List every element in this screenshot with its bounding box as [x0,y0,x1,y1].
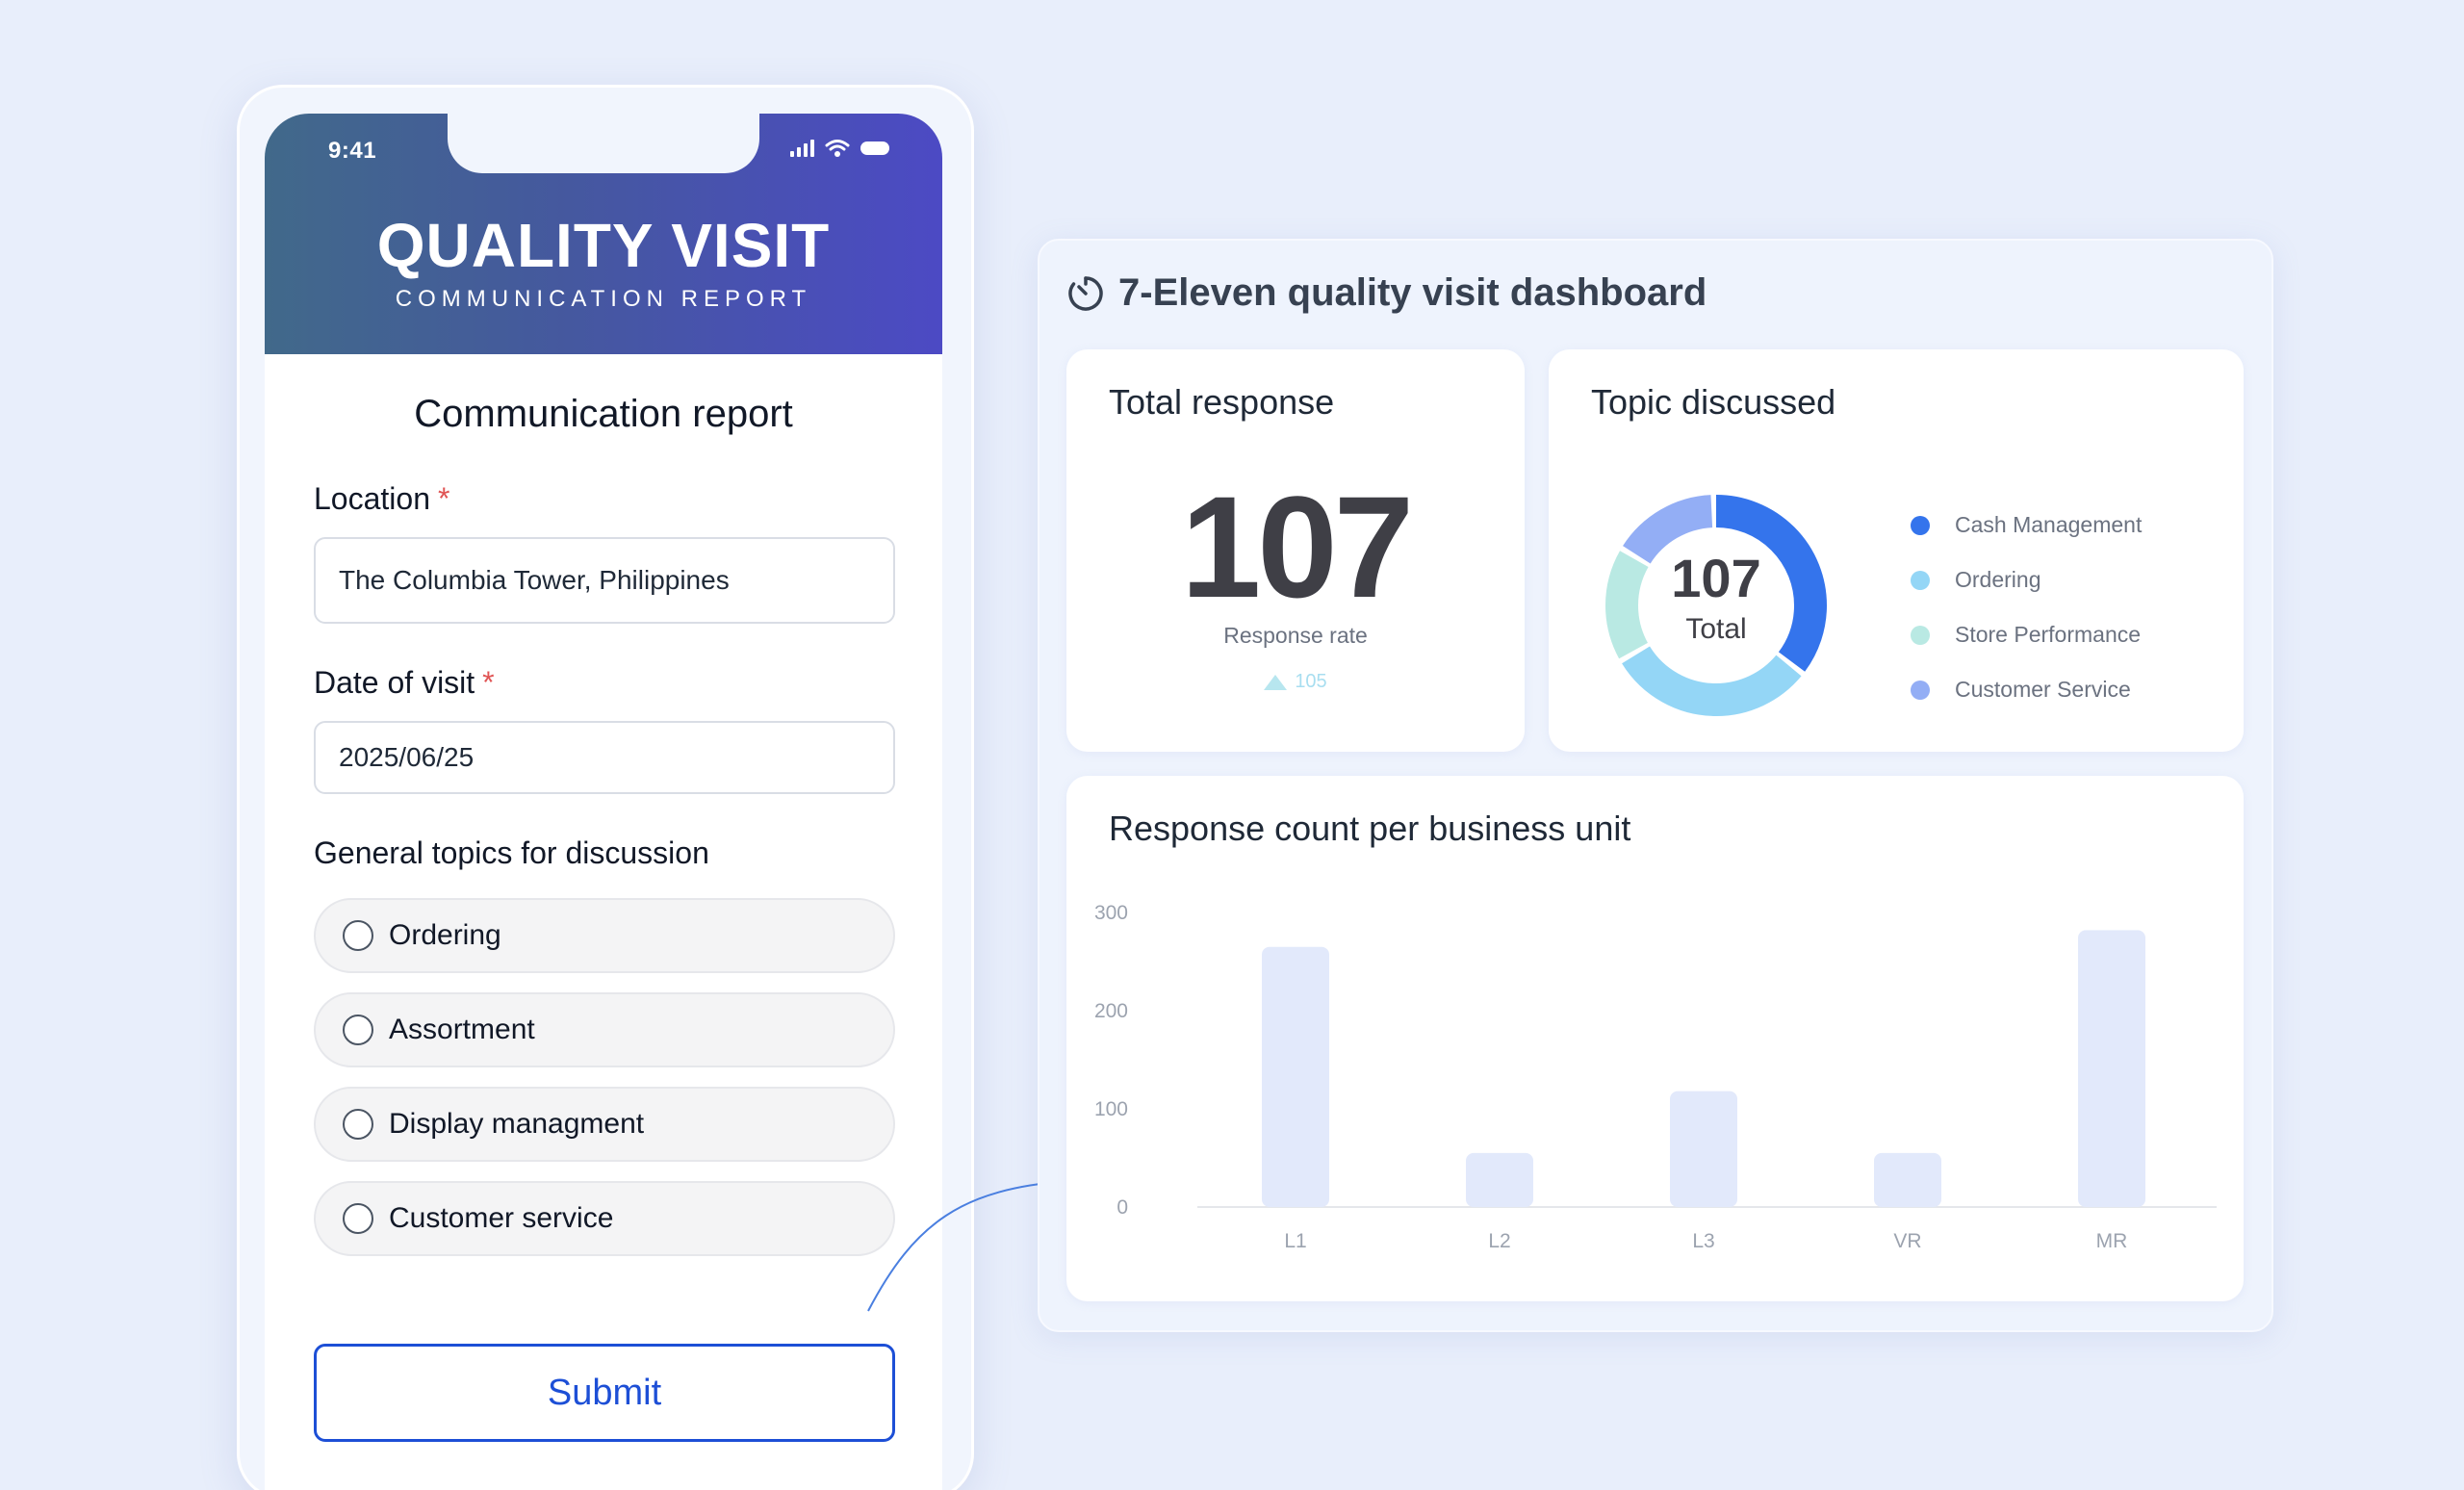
topics-label: General topics for discussion [314,835,709,870]
location-label-text: Location [314,481,430,516]
y-tick-label: 200 [1094,1000,1128,1022]
location-label: Location * [314,481,449,517]
required-mark: * [437,481,450,516]
donut-slice-cash-management [1605,495,1827,716]
y-tick-label: 100 [1094,1098,1128,1120]
bar-chart: 0 100 200 300 L1 L2 L3 VR MR [1094,902,2217,1252]
status-icons [790,139,892,158]
bar-l2 [1466,1152,1533,1207]
phone-notch [448,114,759,173]
y-tick-label: 0 [1116,1196,1128,1219]
radio-button[interactable] [343,920,373,951]
battery-icon [860,141,889,155]
legend-dot [1911,680,1930,700]
topic-option-label: Assortment [389,1014,535,1045]
status-time: 9:41 [328,138,377,164]
topic-discussed-card: Topic discussed 107 Total Cash Managemen… [1549,349,2244,752]
y-tick-label: 300 [1094,902,1128,924]
radio-button[interactable] [343,1203,373,1234]
form-title: Communication report [414,393,793,435]
topic-option-label: Ordering [389,919,501,951]
response-count-card: Response count per business unit 0 100 200… [1066,776,2244,1301]
required-mark: * [482,665,495,700]
x-tick-label: L3 [1692,1230,1714,1252]
donut-center-value: 107 [1671,548,1761,608]
topic-option-display-management[interactable]: Display managment [314,1087,895,1162]
timer-icon [1068,275,1103,311]
bar-l1 [1262,946,1329,1207]
legend-item-cash-management: Cash Management [1911,498,2142,552]
donut-slice-ordering [1605,495,1827,716]
radio-button[interactable] [343,1109,373,1140]
x-tick-label: L1 [1284,1230,1306,1252]
legend-dot [1911,515,1930,535]
topic-option-assortment[interactable]: Assortment [314,992,895,1067]
topic-option-label: Customer service [389,1202,614,1234]
bar-vr [1874,1152,1941,1207]
dashboard-header: 7-Eleven quality visit dashboard [1066,271,1707,315]
x-tick-label: L2 [1488,1230,1510,1252]
trend-value: 105 [1295,671,1327,692]
donut-legend: Cash Management Ordering Store Performan… [1911,498,2142,717]
legend-label: Ordering [1955,567,2041,592]
date-input[interactable] [314,721,895,794]
donut-chart: 107 Total [1601,490,1832,721]
card-title: Total response [1109,382,1335,422]
legend-label: Store Performance [1955,622,2142,647]
topic-option-customer-service[interactable]: Customer service [314,1181,895,1256]
response-rate-label: Response rate [1223,623,1368,648]
app-title: QUALITY VISIT [376,211,831,280]
app-header: 9:41 QUALITY VISIT COMMUNICATION REPORT [265,114,942,354]
total-response-value: 107 [1180,466,1414,628]
legend-dot [1911,570,1930,590]
donut-svg [1605,495,1827,716]
location-input[interactable] [314,537,895,624]
card-title: Response count per business unit [1109,809,1631,848]
wifi-icon [825,140,850,157]
card-title: Topic discussed [1591,382,1836,422]
legend-label: Customer Service [1955,677,2131,702]
trend-up-icon [1264,674,1288,690]
donut-center-label: Total [1685,613,1747,645]
legend-label: Cash Management [1955,512,2143,537]
x-tick-label: VR [1893,1230,1921,1252]
legend-item-ordering: Ordering [1911,552,2142,607]
legend-item-store-performance: Store Performance [1911,607,2142,662]
trend-indicator: 105 [1066,671,1525,693]
radio-button[interactable] [343,1015,373,1045]
topic-option-ordering[interactable]: Ordering [314,898,895,973]
date-label-text: Date of visit [314,665,475,700]
donut-slice-store-performance [1605,495,1827,716]
dashboard-title: 7-Eleven quality visit dashboard [1118,271,1707,314]
app-subtitle: COMMUNICATION REPORT [395,286,812,312]
bar-l3 [1670,1091,1737,1207]
topic-option-label: Display managment [389,1108,645,1140]
signal-icon [790,140,814,157]
legend-item-customer-service: Customer Service [1911,662,2142,717]
x-tick-label: MR [2096,1230,2128,1252]
legend-dot [1911,625,1930,645]
total-response-card: Total response 107 Response rate 105 [1066,349,1525,752]
date-label: Date of visit * [314,665,495,701]
submit-button[interactable]: Submit [314,1344,895,1442]
phone-screen: 9:41 QUALITY VISIT COMMUNICATION REPORT … [265,114,942,1490]
bar-mr [2078,930,2145,1207]
